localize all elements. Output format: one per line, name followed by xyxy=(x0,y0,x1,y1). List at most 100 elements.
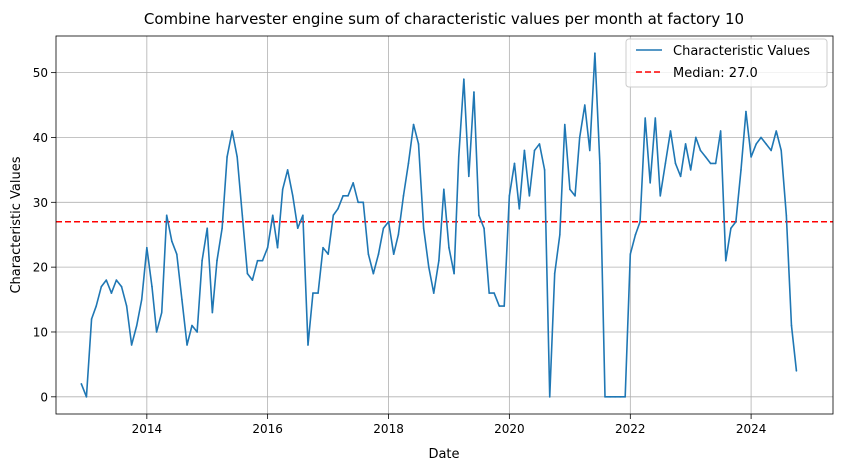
y-tick-label: 30 xyxy=(33,196,48,210)
data-point xyxy=(312,292,314,294)
data-point xyxy=(760,136,762,139)
data-point xyxy=(478,214,480,217)
data-point xyxy=(639,220,641,223)
data-point xyxy=(538,143,541,145)
data-point xyxy=(634,233,637,236)
data-point xyxy=(604,396,606,398)
data-point xyxy=(679,175,682,178)
data-point xyxy=(513,162,516,165)
data-point xyxy=(115,279,118,281)
data-point xyxy=(594,52,596,54)
data-point xyxy=(780,149,783,152)
data-point xyxy=(785,214,788,217)
y-axis-ticks: 0 10 20 30 40 50 xyxy=(33,66,56,404)
data-point xyxy=(533,149,536,152)
data-point xyxy=(246,272,249,275)
data-point xyxy=(201,259,203,262)
data-point xyxy=(473,91,475,93)
data-point xyxy=(372,272,375,275)
data-point xyxy=(216,259,218,262)
data-point xyxy=(695,136,697,139)
data-point xyxy=(730,227,732,230)
data-point xyxy=(151,285,153,288)
data-point xyxy=(80,383,83,385)
data-point xyxy=(569,188,571,191)
data-point xyxy=(407,162,410,165)
data-point xyxy=(85,396,88,398)
data-point xyxy=(135,324,138,327)
data-point xyxy=(140,298,143,301)
data-point xyxy=(160,311,163,314)
data-point xyxy=(236,156,238,158)
data-point xyxy=(367,253,370,255)
data-point xyxy=(684,143,687,145)
data-point xyxy=(493,292,495,294)
data-point xyxy=(362,201,365,204)
data-point xyxy=(226,156,228,158)
data-point xyxy=(518,207,521,210)
data-point xyxy=(745,110,747,113)
data-point xyxy=(629,253,632,255)
data-point xyxy=(584,104,586,106)
y-tick-label: 40 xyxy=(33,131,48,145)
data-point xyxy=(251,279,254,281)
x-tick-label: 2020 xyxy=(494,422,525,436)
data-point xyxy=(206,227,209,230)
data-point xyxy=(296,227,299,230)
plot-frame xyxy=(55,35,834,415)
data-point xyxy=(90,318,93,320)
data-point xyxy=(337,207,339,210)
data-point xyxy=(100,285,103,288)
data-point xyxy=(261,259,264,262)
y-tick-label: 0 xyxy=(40,390,48,404)
data-point xyxy=(256,259,259,262)
data-point xyxy=(644,117,646,119)
x-tick-label: 2024 xyxy=(736,422,767,436)
data-point xyxy=(669,130,672,132)
data-point xyxy=(588,149,591,152)
data-point xyxy=(95,305,98,307)
data-point xyxy=(654,117,657,119)
data-point xyxy=(448,246,450,249)
x-axis-ticks: 2014 2016 2018 2020 2022 2024 xyxy=(132,414,767,436)
legend-label-series: Characteristic Values xyxy=(673,44,810,59)
chart-title: Combine harvester engine sum of characte… xyxy=(144,10,744,28)
data-point xyxy=(322,246,324,249)
data-point xyxy=(619,396,622,398)
data-point xyxy=(775,130,778,132)
data-point xyxy=(689,169,692,171)
data-point xyxy=(352,182,354,184)
data-point xyxy=(291,195,294,197)
data-point xyxy=(508,195,511,197)
x-tick-label: 2016 xyxy=(252,422,283,436)
data-point xyxy=(704,156,707,158)
y-tick-label: 50 xyxy=(33,66,48,80)
data-point xyxy=(709,162,712,165)
data-point xyxy=(649,182,651,184)
data-point xyxy=(432,292,435,294)
data-point xyxy=(755,143,758,145)
data-point xyxy=(578,136,581,139)
data-point xyxy=(165,214,168,217)
data-point xyxy=(332,214,335,217)
data-point xyxy=(382,227,385,230)
data-point xyxy=(211,311,214,314)
data-point xyxy=(417,143,420,145)
data-point xyxy=(543,169,546,171)
data-point xyxy=(740,169,742,171)
data-point xyxy=(724,259,727,262)
data-point xyxy=(347,195,349,197)
data-point xyxy=(790,324,793,327)
data-point xyxy=(175,253,178,255)
data-point xyxy=(191,324,193,327)
data-point xyxy=(438,259,440,262)
data-point xyxy=(155,331,158,333)
data-point xyxy=(624,396,626,398)
data-point xyxy=(241,214,244,217)
x-tick-label: 2022 xyxy=(615,422,646,436)
data-point xyxy=(387,220,390,223)
data-point xyxy=(397,233,400,236)
data-points xyxy=(80,52,798,398)
data-point xyxy=(699,149,702,152)
data-point xyxy=(463,78,465,80)
